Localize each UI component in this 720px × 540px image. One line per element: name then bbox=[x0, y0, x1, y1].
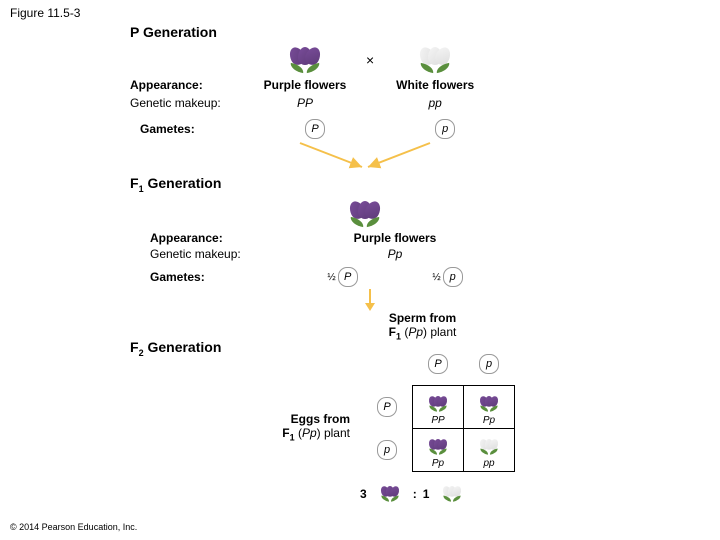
punnett-square: P p P PP Pp p Pp pp bbox=[362, 343, 515, 472]
punnett-cell-10: Pp bbox=[413, 429, 464, 472]
f2-generation-title: F2 Generation bbox=[130, 339, 260, 358]
appearance-label: Appearance: bbox=[130, 78, 203, 92]
p-right-gamete: p bbox=[435, 119, 455, 139]
p-flower-row: × bbox=[130, 44, 690, 75]
f1-appearance-row: Appearance: Purple flowers bbox=[130, 231, 690, 245]
p-appearance-row: Appearance: Purple flowers × White flowe… bbox=[130, 77, 690, 93]
punnett-cell-00: PP bbox=[413, 386, 464, 429]
f1-to-f2-arrow bbox=[360, 289, 380, 311]
diagram-content: P Generation × Appearance: Purple flower… bbox=[130, 20, 690, 509]
copyright-text: © 2014 Pearson Education, Inc. bbox=[10, 522, 137, 532]
punnett-col-p: p bbox=[479, 354, 499, 374]
ratio-right-num: 1 bbox=[423, 487, 430, 501]
p-gametes-row: Gametes: P × p bbox=[130, 119, 690, 139]
punnett-cell-11: pp bbox=[464, 429, 515, 472]
punnett-row-P: P bbox=[377, 397, 397, 417]
punnett-col-P: P bbox=[428, 354, 448, 374]
genetic-label: Genetic makeup: bbox=[130, 96, 221, 110]
figure-label: Figure 11.5-3 bbox=[10, 6, 80, 20]
f1-appearance: Purple flowers bbox=[290, 231, 500, 245]
p-right-appearance: White flowers bbox=[380, 78, 490, 92]
punnett-row-p: p bbox=[377, 440, 397, 460]
appearance-label: Appearance: bbox=[150, 231, 223, 245]
p-genotype-row: Genetic makeup: PP × pp bbox=[130, 95, 690, 111]
ratio-left-num: 3 bbox=[360, 487, 367, 501]
f1-gamete1-frac: ½ bbox=[432, 272, 440, 283]
f1-gametes-row: Gametes: ½P ½p bbox=[130, 267, 690, 287]
eggs-label: Eggs from F1 (Pp) plant bbox=[260, 412, 350, 442]
f1-flower-row bbox=[130, 198, 690, 229]
punnett-cell-01: Pp bbox=[464, 386, 515, 429]
p-to-f1-arrows bbox=[250, 141, 480, 171]
f1-genotype: Pp bbox=[290, 247, 500, 261]
f1-genotype-row: Genetic makeup: Pp bbox=[130, 247, 690, 261]
genetic-label: Genetic makeup: bbox=[150, 247, 241, 261]
gametes-label: Gametes: bbox=[150, 270, 205, 284]
cross-symbol: × bbox=[360, 52, 380, 68]
p-generation-title: P Generation bbox=[130, 24, 690, 40]
p-left-appearance: Purple flowers bbox=[250, 78, 360, 92]
f1-gamete0: P bbox=[338, 267, 358, 287]
p-right-genotype: pp bbox=[380, 96, 490, 110]
ratio-row: 3 : 1 bbox=[360, 478, 515, 509]
f1-gamete0-frac: ½ bbox=[327, 272, 335, 283]
ratio-colon: : bbox=[413, 487, 417, 501]
p-left-genotype: PP bbox=[250, 96, 360, 110]
p-left-gamete: P bbox=[305, 119, 325, 139]
gametes-label: Gametes: bbox=[140, 122, 195, 136]
f1-gamete1: p bbox=[443, 267, 463, 287]
sperm-label: Sperm from F1 (Pp) plant bbox=[330, 311, 515, 341]
f1-generation-title: F1 Generation bbox=[130, 175, 690, 194]
